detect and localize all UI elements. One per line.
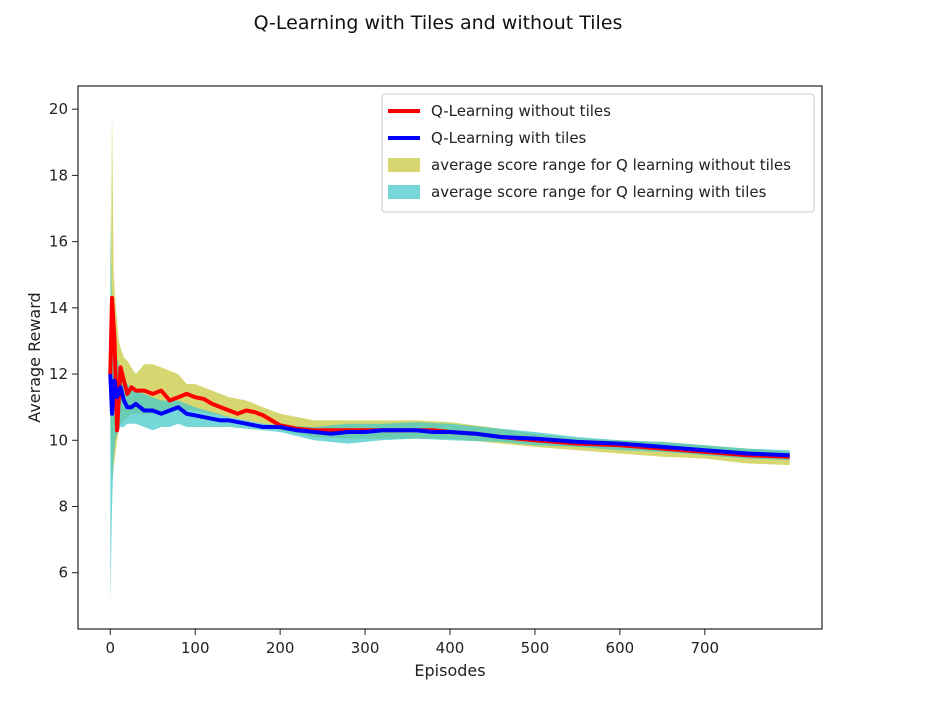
x-tick-label: 300: [351, 639, 380, 657]
x-tick-label: 500: [521, 639, 550, 657]
y-axis: 6 8 10 12 14 16 18 20: [49, 100, 78, 582]
y-tick-label: 14: [49, 299, 68, 317]
line-series-2: [108, 374, 790, 458]
y-tick-label: 18: [49, 166, 68, 184]
y-tick-label: 20: [49, 100, 68, 118]
legend-label: Q-Learning without tiles: [431, 102, 611, 120]
legend-label: Q-Learning with tiles: [431, 129, 587, 147]
y-tick-label: 10: [49, 431, 68, 449]
legend-label: average score range for Q learning with …: [431, 183, 767, 201]
legend-swatch: [388, 185, 420, 199]
y-tick-label: 12: [49, 365, 68, 383]
x-tick-label: 0: [106, 639, 116, 657]
x-tick-label: 700: [690, 639, 719, 657]
line-layer: [108, 295, 790, 459]
chart-title: Q-Learning with Tiles and without Tiles: [253, 12, 623, 34]
y-tick-label: 6: [58, 564, 68, 582]
x-tick-label: 100: [181, 639, 210, 657]
x-tick-label: 600: [606, 639, 635, 657]
legend-box: [381, 93, 815, 213]
legend: Q-Learning without tiles Q-Learning with …: [381, 93, 815, 213]
y-axis-label: Average Reward: [25, 292, 44, 422]
x-tick-label: 400: [436, 639, 465, 657]
x-axis-label: Episodes: [414, 661, 485, 680]
x-tick-label: 200: [266, 639, 295, 657]
x-axis: 0 100 200 300 400 500 600 700: [106, 629, 719, 657]
y-tick-label: 16: [49, 233, 68, 251]
y-tick-label: 8: [58, 497, 68, 515]
legend-label: average score range for Q learning witho…: [431, 156, 791, 174]
legend-swatch: [388, 158, 420, 172]
